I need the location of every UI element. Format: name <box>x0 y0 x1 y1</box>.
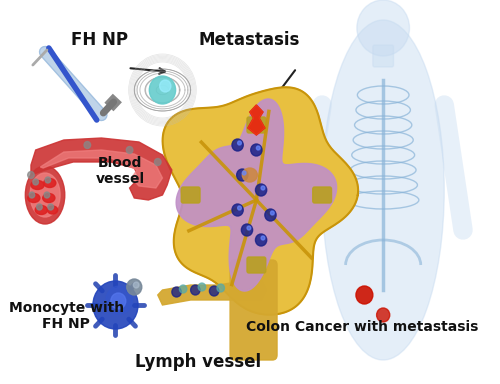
Circle shape <box>376 308 390 322</box>
Circle shape <box>127 279 142 295</box>
Circle shape <box>180 285 187 293</box>
Circle shape <box>160 80 171 92</box>
Circle shape <box>172 287 181 297</box>
Circle shape <box>242 171 246 175</box>
Text: Blood
vessel: Blood vessel <box>96 156 145 186</box>
Circle shape <box>150 76 176 104</box>
Circle shape <box>44 192 50 198</box>
Text: FH NP: FH NP <box>70 31 128 49</box>
Polygon shape <box>162 87 358 315</box>
Circle shape <box>48 204 54 210</box>
Text: Monocyte with
FH NP: Monocyte with FH NP <box>8 301 123 331</box>
Circle shape <box>247 226 250 230</box>
Circle shape <box>238 141 242 145</box>
Ellipse shape <box>31 180 44 189</box>
FancyBboxPatch shape <box>230 260 277 360</box>
Polygon shape <box>40 150 162 188</box>
Circle shape <box>256 184 266 196</box>
Circle shape <box>29 192 34 198</box>
Circle shape <box>270 211 274 215</box>
Circle shape <box>93 281 138 329</box>
Ellipse shape <box>26 166 65 224</box>
Circle shape <box>154 159 161 166</box>
FancyBboxPatch shape <box>312 187 332 203</box>
Ellipse shape <box>35 205 48 215</box>
Circle shape <box>210 286 219 296</box>
Circle shape <box>198 283 205 291</box>
Ellipse shape <box>28 194 40 202</box>
Circle shape <box>33 179 38 185</box>
Circle shape <box>45 177 51 183</box>
FancyBboxPatch shape <box>247 257 266 273</box>
Circle shape <box>217 284 224 292</box>
Ellipse shape <box>44 179 56 187</box>
Circle shape <box>256 234 266 246</box>
Text: Lymph vessel: Lymph vessel <box>134 353 260 371</box>
FancyBboxPatch shape <box>181 187 200 203</box>
FancyBboxPatch shape <box>247 117 266 133</box>
Circle shape <box>357 0 410 56</box>
Circle shape <box>28 172 34 179</box>
Ellipse shape <box>322 20 444 360</box>
Text: Colon Cancer with metastasis: Colon Cancer with metastasis <box>246 320 478 334</box>
Circle shape <box>36 204 42 210</box>
Circle shape <box>232 139 243 151</box>
Ellipse shape <box>242 168 258 182</box>
Circle shape <box>356 286 373 304</box>
Circle shape <box>261 186 265 190</box>
Polygon shape <box>176 99 336 291</box>
Circle shape <box>134 282 139 288</box>
Circle shape <box>238 206 242 210</box>
Ellipse shape <box>30 173 60 217</box>
Ellipse shape <box>42 194 55 202</box>
Circle shape <box>190 285 200 295</box>
Circle shape <box>126 147 133 154</box>
Circle shape <box>232 204 243 216</box>
Circle shape <box>250 144 262 156</box>
Circle shape <box>106 286 132 314</box>
Circle shape <box>265 209 276 221</box>
Circle shape <box>242 224 252 236</box>
Circle shape <box>236 169 248 181</box>
Text: Metastasis: Metastasis <box>198 31 300 49</box>
Circle shape <box>261 236 265 240</box>
Polygon shape <box>158 280 266 305</box>
Polygon shape <box>248 105 265 135</box>
Ellipse shape <box>48 206 58 214</box>
Polygon shape <box>248 105 265 135</box>
Circle shape <box>84 141 90 149</box>
FancyBboxPatch shape <box>373 45 394 67</box>
Polygon shape <box>31 138 172 200</box>
Circle shape <box>111 293 126 309</box>
Circle shape <box>256 146 260 150</box>
